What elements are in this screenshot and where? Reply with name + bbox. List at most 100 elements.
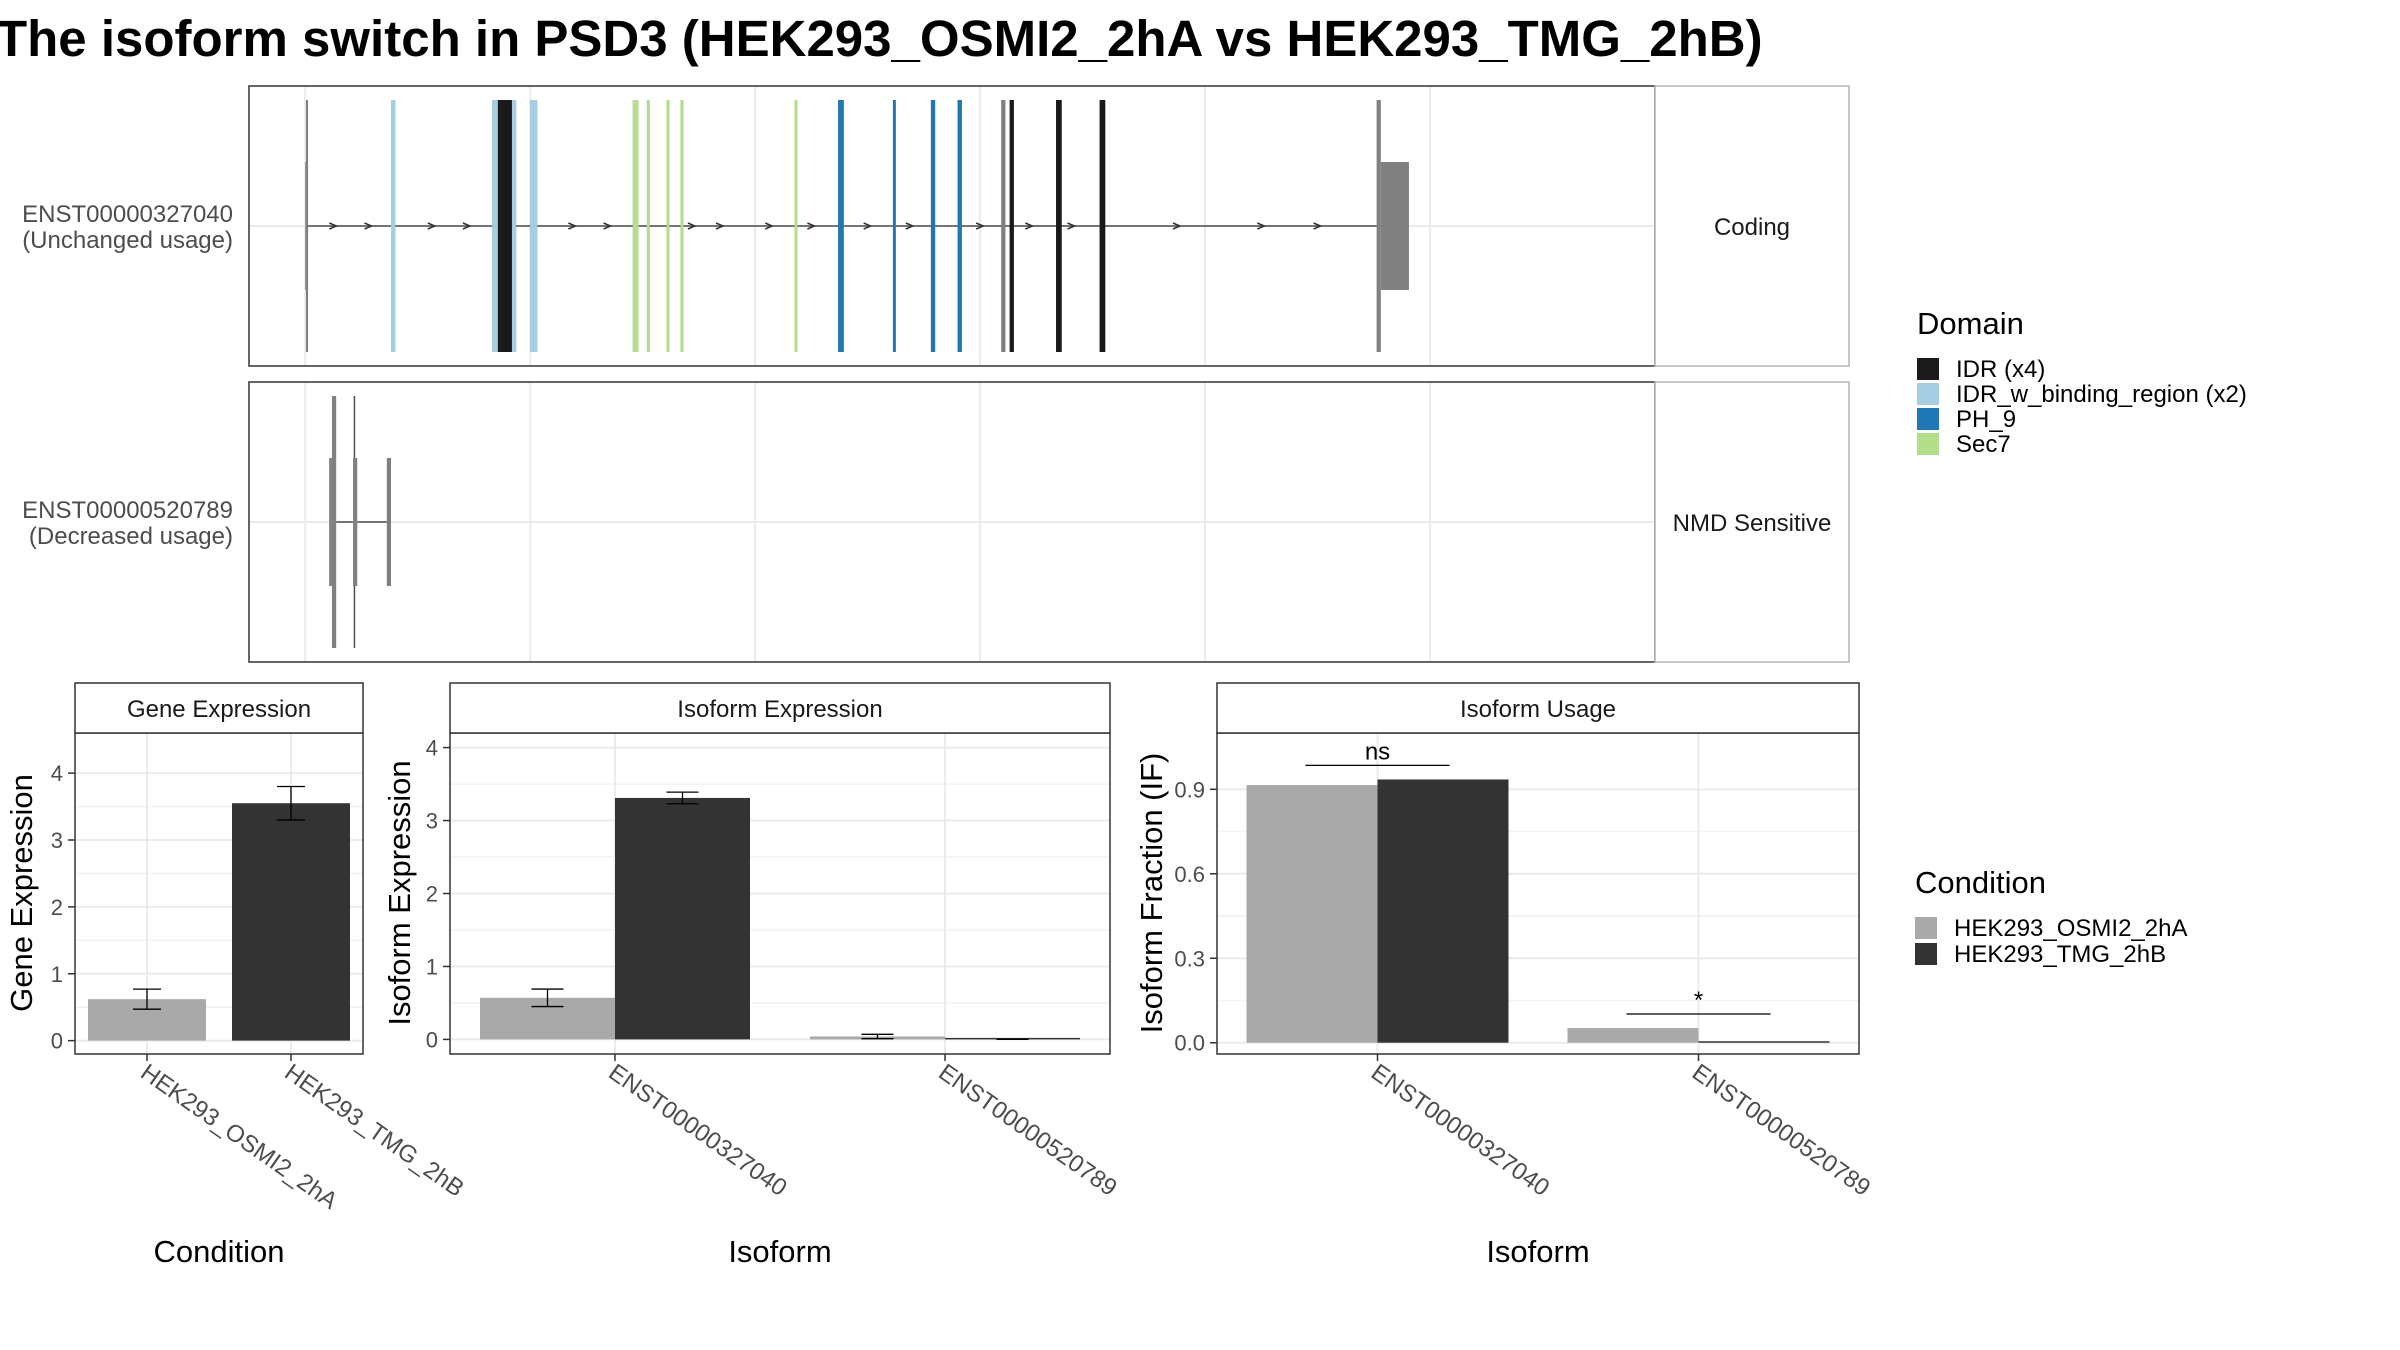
bar (1698, 1041, 1830, 1043)
strand-arrow (329, 222, 339, 230)
transcript-usage-label: (Unchanged usage) (22, 227, 233, 254)
bar-chart-gene-expression: Gene Expression01234HEK293_OSMI2_2hAHEK2… (4, 682, 469, 1269)
x-tick-label: ENST00000327040 (604, 1059, 792, 1202)
strand-arrow (715, 222, 725, 230)
y-tick-label: 2 (51, 895, 63, 920)
strand-arrow (427, 222, 437, 230)
legend-label: PH_9 (1956, 406, 2016, 433)
facet-strip (1654, 381, 1850, 663)
y-axis-label: Isoform Expression (382, 760, 417, 1025)
x-axis-label: Isoform (1486, 1234, 1589, 1269)
bar (615, 797, 750, 1040)
coding-exon (1376, 100, 1381, 352)
facet-strip (449, 682, 1111, 734)
domain-sec7 (646, 100, 650, 352)
y-tick-label: 2 (426, 882, 438, 907)
bar (1246, 785, 1378, 1043)
y-tick-label: 4 (426, 736, 438, 761)
transcript-id-label: ENST00000327040 (22, 201, 233, 228)
bar (1377, 779, 1509, 1043)
y-axis-label: Isoform Fraction (IF) (1134, 753, 1169, 1034)
strand-arrow (462, 222, 472, 230)
y-axis-label: Gene Expression (4, 774, 39, 1012)
legend-key-condition-a (1915, 917, 1937, 939)
legend-key-sec7 (1917, 433, 1939, 455)
facet-strip (1216, 682, 1860, 734)
transcript-usage-label: (Decreased usage) (29, 523, 233, 550)
domain-idr (1099, 100, 1106, 352)
x-axis-label: Isoform (728, 1234, 831, 1269)
legends: Domain IDR (x4)IDR_w_binding_region (x2)P… (1915, 306, 2247, 968)
y-tick-label: 4 (51, 761, 63, 786)
significance-label: * (1694, 987, 1703, 1014)
bar-chart-isoform-expression: Isoform Expression 0 1 2 3 4 ENST00000327040 EN… (382, 682, 1122, 1269)
domain-sec7 (794, 100, 798, 352)
facet-strip-label: NMD Sensitive (1673, 510, 1832, 537)
strand-arrow (364, 222, 374, 230)
domain-idr_w_binding_region (530, 100, 538, 352)
x-tick-label: ENST00000520789 (1687, 1059, 1875, 1202)
y-tick-label: 0.0 (1174, 1031, 1205, 1056)
facet-strip (74, 682, 364, 734)
x-axis-label: Condition (154, 1234, 285, 1269)
facet-strip (1654, 85, 1850, 367)
domain-ph_9 (838, 100, 844, 352)
strand-arrow (603, 222, 613, 230)
noncoding-exon (386, 458, 392, 586)
legend-title: Domain (1917, 306, 2024, 341)
y-tick-label: 3 (426, 809, 438, 834)
domain-ph_9 (930, 100, 936, 352)
significance-label: ns (1365, 738, 1390, 765)
strand-arrow (1025, 222, 1035, 230)
figure-title: The isoform switch in PSD3 (HEK293_OSMI2… (0, 10, 1763, 67)
y-tick-label: 1 (51, 962, 63, 987)
domain-ph_9 (892, 100, 896, 352)
strand-arrow (764, 222, 775, 230)
legend-title: Condition (1915, 865, 2046, 900)
domain-idr (1056, 100, 1062, 352)
legend-label: Sec7 (1956, 431, 2011, 458)
transcript-panel-0: Coding ENST00000327040(Unchanged usage) (22, 85, 1850, 367)
y-tick-label: 0 (51, 1029, 63, 1054)
bar (232, 803, 350, 1041)
legend-key-ph-9 (1917, 408, 1939, 430)
legend-key-idr-w-binding-region (1917, 383, 1939, 405)
strand-arrow (807, 222, 817, 230)
strand-arrow (1313, 222, 1323, 230)
utr-exon (1380, 162, 1409, 290)
bar-chart-isoform-usage: ns * Isoform Usage 0.0 0.3 0.6 0.9 ENST00000327… (1134, 682, 1875, 1269)
domain-idr_w_binding_region (391, 100, 396, 352)
y-tick-label: 0.6 (1174, 862, 1205, 887)
y-tick-label: 0.3 (1174, 946, 1205, 971)
x-tick-label: ENST00000520789 (934, 1059, 1122, 1202)
chart-title: Gene Expression (127, 696, 311, 723)
legend-label: HEK293_OSMI2_2hA (1954, 915, 2187, 942)
coding-exon (331, 396, 337, 648)
strand-arrow (1067, 222, 1077, 230)
legend-label: IDR (x4) (1956, 356, 2045, 383)
domain-idr (1009, 100, 1014, 352)
strand-arrow (863, 222, 873, 230)
domain-sec7 (680, 100, 684, 352)
strand-arrow (975, 222, 986, 230)
transcript-structure-panels: Coding ENST00000327040(Unchanged usage) NM… (22, 85, 1850, 663)
coding-exon (1001, 100, 1006, 352)
bar (945, 1037, 1080, 1040)
strand-arrow (905, 222, 915, 230)
transcript-id-label: ENST00000520789 (22, 497, 233, 524)
y-tick-label: 1 (426, 954, 438, 979)
y-tick-label: 3 (51, 828, 63, 853)
legend-label: IDR_w_binding_region (x2) (1956, 381, 2247, 408)
legend-label: HEK293_TMG_2hB (1954, 941, 2166, 968)
coding-exon (305, 100, 309, 352)
legend-key-idr (1917, 358, 1939, 380)
domain-sec7 (632, 100, 639, 352)
domain-sec7 (666, 100, 670, 352)
strand-arrow (568, 222, 578, 230)
strand-arrow (1172, 222, 1182, 230)
transcript-panel-1: NMD Sensitive ENST00000520789(Decreased u… (22, 381, 1850, 663)
chart-title: Isoform Expression (677, 696, 882, 723)
strand-arrow (1257, 222, 1267, 230)
